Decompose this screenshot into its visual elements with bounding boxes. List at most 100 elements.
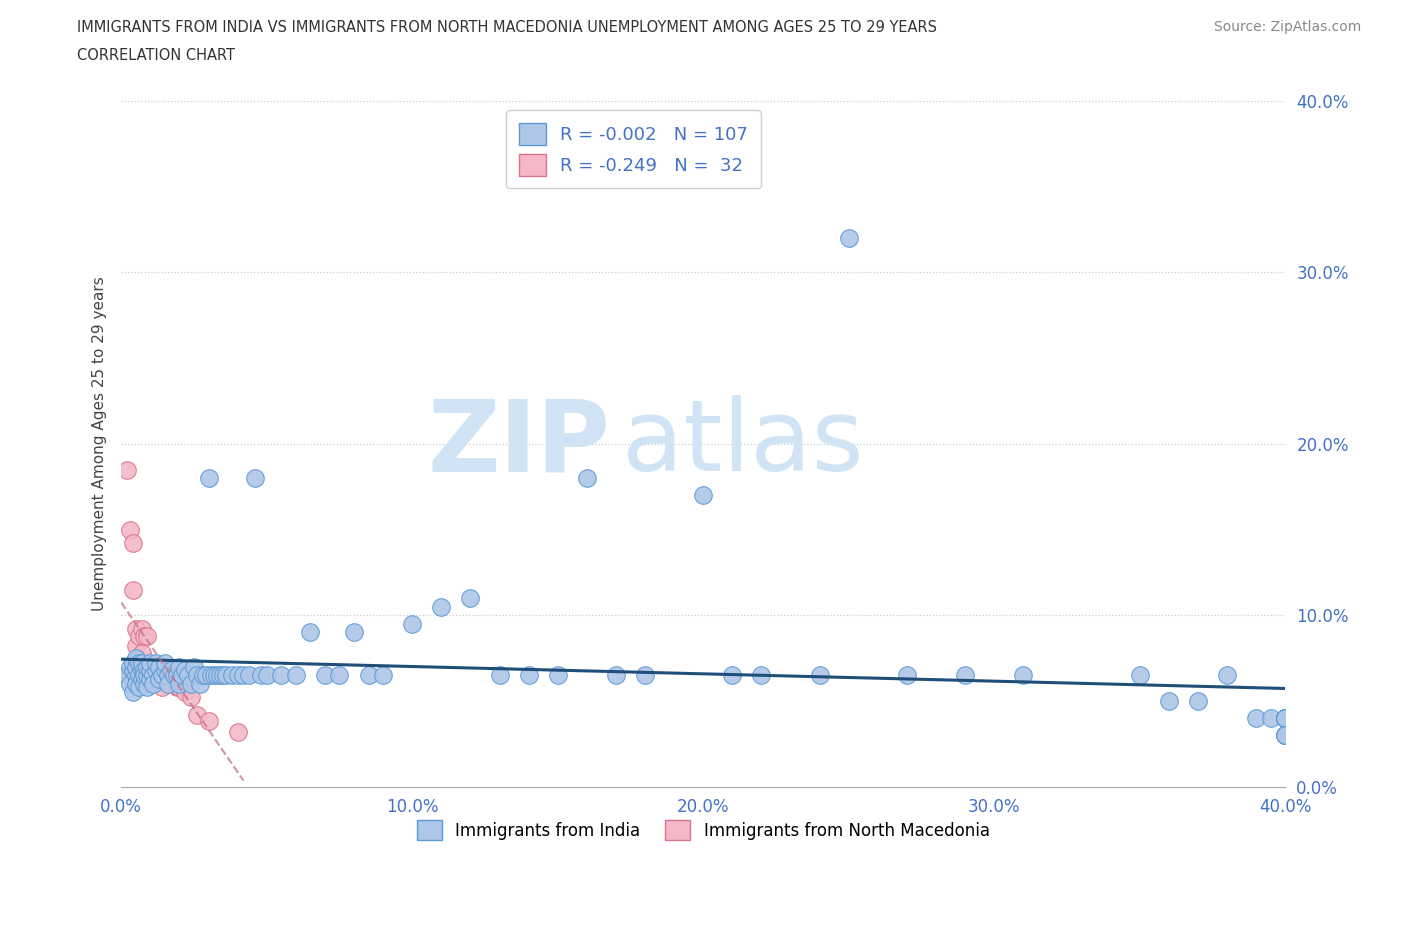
Point: [226, 668, 249, 683]
Point: [212, 668, 235, 683]
Point: [153, 663, 176, 678]
Point: [139, 656, 162, 671]
Point: [1187, 694, 1209, 709]
Point: [1216, 668, 1239, 683]
Point: [142, 668, 165, 683]
Point: [1260, 711, 1282, 725]
Point: [1274, 711, 1296, 725]
Point: [131, 621, 153, 636]
Point: [169, 680, 191, 695]
Point: [180, 690, 202, 705]
Point: [136, 629, 159, 644]
Text: ZIP: ZIP: [427, 395, 610, 492]
Point: [139, 671, 162, 686]
Point: [371, 668, 394, 683]
Point: [1274, 711, 1296, 725]
Point: [1274, 711, 1296, 725]
Point: [197, 471, 219, 485]
Point: [118, 676, 141, 691]
Point: [134, 676, 156, 691]
Point: [121, 582, 143, 597]
Point: [136, 668, 159, 683]
Point: [121, 536, 143, 551]
Point: [1129, 668, 1152, 683]
Point: [1012, 668, 1035, 683]
Point: [125, 639, 148, 654]
Point: [314, 668, 336, 683]
Point: [183, 659, 205, 674]
Point: [134, 663, 156, 678]
Point: [1157, 694, 1180, 709]
Point: [142, 676, 165, 691]
Point: [125, 676, 148, 691]
Point: [1274, 711, 1296, 725]
Point: [159, 663, 181, 678]
Point: [118, 522, 141, 537]
Point: [194, 668, 217, 683]
Point: [1244, 711, 1267, 725]
Point: [121, 663, 143, 678]
Point: [162, 671, 184, 686]
Point: [838, 231, 860, 246]
Point: [148, 671, 170, 686]
Point: [156, 663, 179, 678]
Point: [148, 659, 170, 674]
Point: [209, 668, 232, 683]
Point: [145, 663, 167, 678]
Point: [128, 663, 150, 678]
Point: [250, 668, 273, 683]
Point: [896, 668, 918, 683]
Point: [343, 625, 366, 640]
Point: [131, 645, 153, 660]
Point: [634, 668, 657, 683]
Point: [460, 591, 482, 605]
Point: [188, 676, 211, 691]
Point: [156, 668, 179, 683]
Point: [808, 668, 831, 683]
Point: [128, 656, 150, 671]
Point: [575, 471, 598, 485]
Point: [328, 668, 350, 683]
Point: [128, 668, 150, 683]
Point: [1274, 728, 1296, 743]
Point: [284, 668, 307, 683]
Point: [162, 668, 184, 683]
Point: [488, 668, 510, 683]
Point: [118, 668, 141, 683]
Point: [134, 668, 156, 683]
Point: [186, 707, 208, 722]
Point: [142, 671, 165, 686]
Point: [1274, 728, 1296, 743]
Point: [118, 659, 141, 674]
Point: [1274, 711, 1296, 725]
Point: [357, 668, 380, 683]
Point: [115, 462, 138, 477]
Point: [207, 668, 229, 683]
Y-axis label: Unemployment Among Ages 25 to 29 years: Unemployment Among Ages 25 to 29 years: [93, 276, 107, 611]
Point: [721, 668, 744, 683]
Point: [243, 471, 266, 485]
Text: atlas: atlas: [621, 395, 863, 492]
Point: [136, 659, 159, 674]
Point: [215, 668, 238, 683]
Point: [131, 671, 153, 686]
Point: [547, 668, 569, 683]
Point: [150, 668, 173, 683]
Point: [136, 680, 159, 695]
Point: [139, 663, 162, 678]
Point: [125, 621, 148, 636]
Point: [128, 629, 150, 644]
Point: [121, 684, 143, 699]
Point: [1274, 711, 1296, 725]
Point: [270, 668, 292, 683]
Point: [200, 668, 222, 683]
Point: [1274, 711, 1296, 725]
Text: Source: ZipAtlas.com: Source: ZipAtlas.com: [1213, 20, 1361, 34]
Point: [953, 668, 976, 683]
Point: [197, 714, 219, 729]
Point: [180, 676, 202, 691]
Point: [125, 651, 148, 666]
Point: [125, 659, 148, 674]
Point: [177, 668, 200, 683]
Point: [115, 668, 138, 683]
